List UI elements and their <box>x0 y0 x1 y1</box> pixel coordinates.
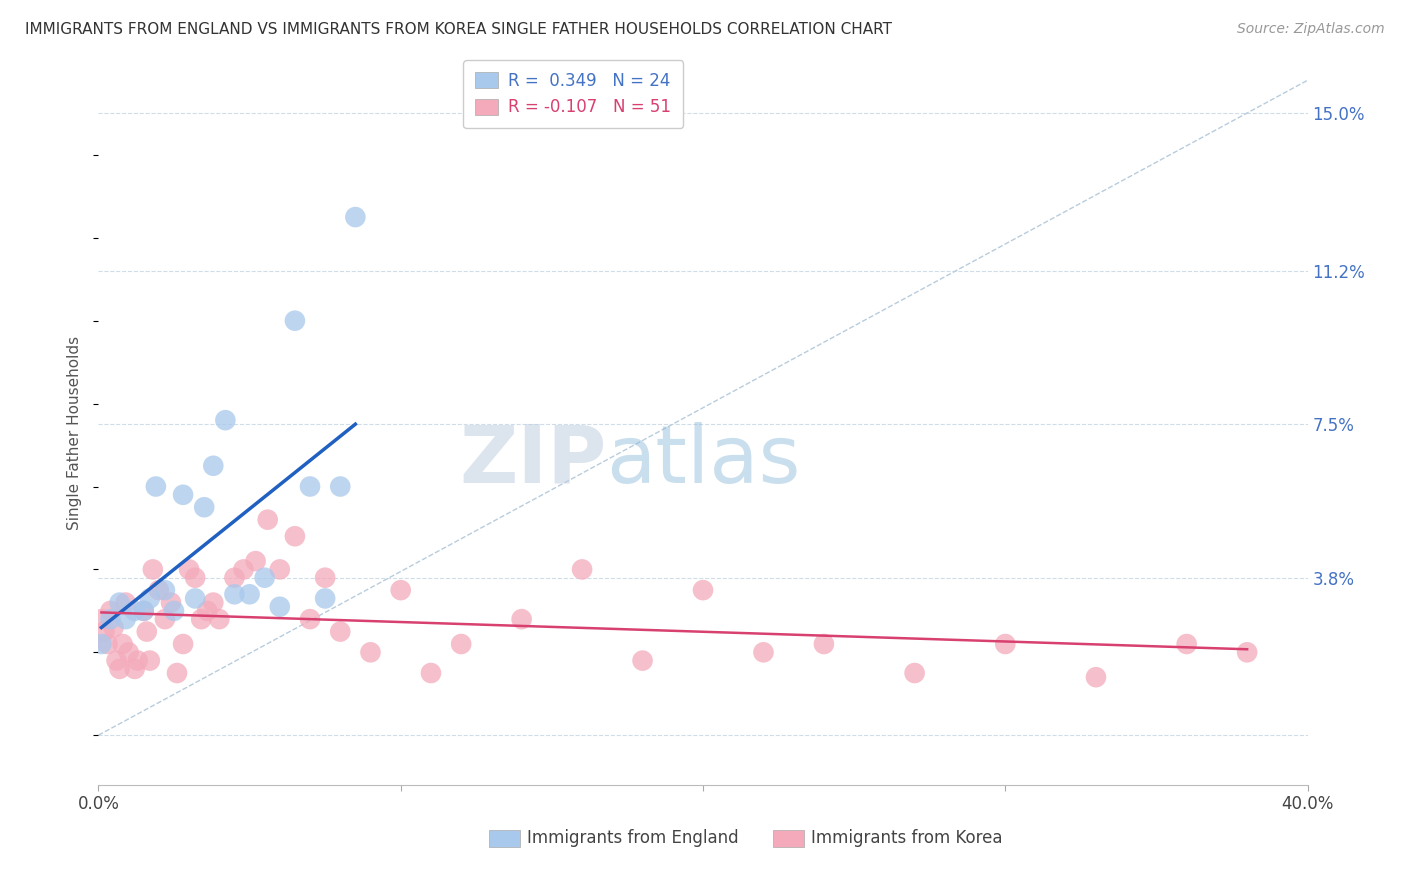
Point <box>571 562 593 576</box>
Point <box>232 562 254 576</box>
Y-axis label: Single Father Households: Single Father Households <box>67 335 83 530</box>
Point <box>100 604 122 618</box>
Point <box>420 666 443 681</box>
Point <box>145 479 167 493</box>
Point <box>124 662 146 676</box>
Text: Immigrants from England: Immigrants from England <box>527 830 740 847</box>
Point <box>153 612 176 626</box>
Point <box>195 604 218 618</box>
Point <box>172 488 194 502</box>
Point <box>994 637 1017 651</box>
Point <box>631 654 654 668</box>
Point <box>184 571 207 585</box>
Point <box>148 583 170 598</box>
Point <box>253 571 276 585</box>
Text: Source: ZipAtlas.com: Source: ZipAtlas.com <box>1237 22 1385 37</box>
Point <box>314 571 336 585</box>
Point <box>202 596 225 610</box>
Text: atlas: atlas <box>606 422 800 500</box>
Text: IMMIGRANTS FROM ENGLAND VS IMMIGRANTS FROM KOREA SINGLE FATHER HOUSEHOLDS CORREL: IMMIGRANTS FROM ENGLAND VS IMMIGRANTS FR… <box>25 22 893 37</box>
Point <box>224 587 246 601</box>
Point <box>692 583 714 598</box>
Point <box>299 479 322 493</box>
Point <box>813 637 835 651</box>
Point <box>105 654 128 668</box>
Point <box>184 591 207 606</box>
Point <box>904 666 927 681</box>
Point <box>179 562 201 576</box>
Text: ZIP: ZIP <box>458 422 606 500</box>
Point <box>166 666 188 681</box>
Point <box>752 645 775 659</box>
Point <box>450 637 472 651</box>
Point <box>160 596 183 610</box>
Point <box>284 529 307 543</box>
Point <box>239 587 262 601</box>
Point <box>193 500 215 515</box>
Point <box>329 479 352 493</box>
Point <box>135 624 157 639</box>
Point <box>1175 637 1198 651</box>
Point <box>190 612 212 626</box>
Point <box>96 637 118 651</box>
Point <box>139 591 162 606</box>
Point <box>245 554 267 568</box>
Point <box>153 583 176 598</box>
Point <box>214 413 236 427</box>
Point <box>90 637 112 651</box>
Point <box>142 562 165 576</box>
Point <box>108 596 131 610</box>
Point <box>139 654 162 668</box>
Point <box>93 624 115 639</box>
Point <box>118 645 141 659</box>
Point <box>389 583 412 598</box>
Point <box>329 624 352 639</box>
Point <box>111 637 134 651</box>
Point <box>360 645 382 659</box>
Point <box>103 620 125 634</box>
Point <box>132 604 155 618</box>
Point <box>256 513 278 527</box>
Point <box>114 612 136 626</box>
Point <box>314 591 336 606</box>
Point <box>132 604 155 618</box>
Point <box>108 662 131 676</box>
Point <box>124 604 146 618</box>
Point <box>284 314 307 328</box>
Point <box>163 604 186 618</box>
Point <box>299 612 322 626</box>
Point <box>269 562 291 576</box>
Point <box>224 571 246 585</box>
Text: Immigrants from Korea: Immigrants from Korea <box>810 830 1002 847</box>
Point <box>1236 645 1258 659</box>
Point <box>1085 670 1108 684</box>
Point <box>114 596 136 610</box>
Point <box>127 654 149 668</box>
Point <box>344 210 367 224</box>
Point <box>202 458 225 473</box>
Point <box>172 637 194 651</box>
Legend: R =  0.349   N = 24, R = -0.107   N = 51: R = 0.349 N = 24, R = -0.107 N = 51 <box>464 61 683 128</box>
Point <box>100 612 122 626</box>
Point <box>208 612 231 626</box>
Point <box>90 612 112 626</box>
Point <box>269 599 291 614</box>
Point <box>510 612 533 626</box>
